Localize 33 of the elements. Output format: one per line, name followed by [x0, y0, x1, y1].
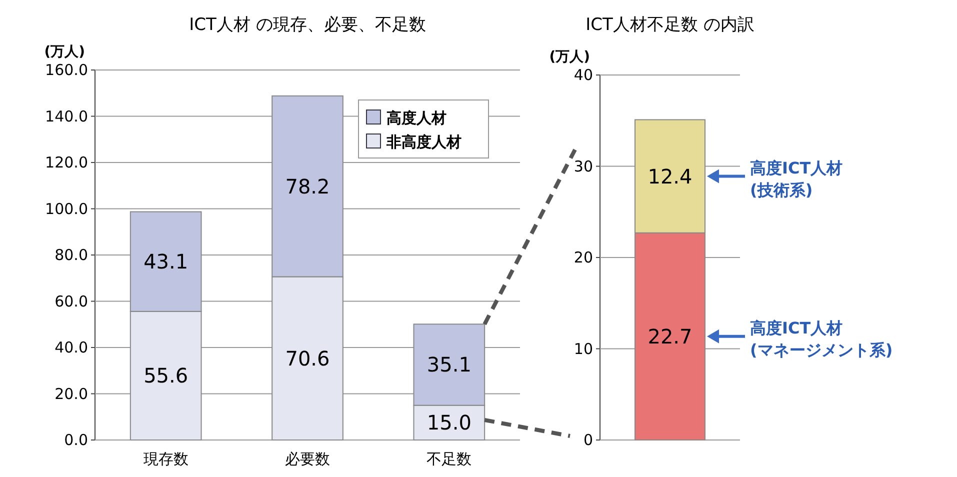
- data-label: 43.1: [144, 250, 188, 274]
- y-tick-label: 0.0: [64, 431, 88, 449]
- x-tick-label: 必要数: [285, 450, 330, 468]
- y-tick-label: 120.0: [45, 154, 88, 172]
- y-tick-label: 40: [574, 66, 593, 84]
- data-label: 22.7: [648, 324, 692, 348]
- y-tick-label: 20: [574, 248, 593, 266]
- chart-title: ICT人材不足数 の内訳: [586, 15, 754, 35]
- legend-label: 非高度人材: [386, 133, 462, 151]
- chart-title: ICT人材 の現存、必要、不足数: [189, 15, 426, 35]
- data-label: 70.6: [285, 346, 330, 370]
- y-axis-title: (万人): [549, 49, 590, 65]
- y-tick-label: 60.0: [54, 292, 88, 310]
- y-tick-label: 100.0: [45, 200, 88, 218]
- y-tick-label: 30: [574, 157, 593, 176]
- y-tick-label: 140.0: [45, 107, 88, 126]
- data-label: 15.0: [426, 410, 472, 435]
- y-tick-label: 10: [574, 340, 593, 358]
- data-label: 78.2: [285, 174, 330, 198]
- legend-label: 高度人材: [386, 109, 446, 127]
- y-tick-label: 80.0: [54, 246, 88, 264]
- x-tick-label: 不足数: [426, 450, 472, 468]
- y-tick-label: 160.0: [45, 61, 88, 79]
- x-tick-label: 現存数: [143, 450, 188, 468]
- y-tick-label: 20.0: [54, 384, 88, 403]
- text: 高度ICT人材 (技術系): [750, 158, 843, 200]
- text: 高度ICT人材 (マネージメント系): [750, 318, 893, 360]
- y-tick-label: 0: [583, 431, 593, 449]
- y-axis-title: (万人): [44, 44, 85, 60]
- y-tick-label: 40.0: [54, 338, 88, 356]
- data-label: 12.4: [648, 164, 692, 188]
- data-label: 35.1: [426, 352, 472, 377]
- data-label: 55.6: [144, 364, 188, 388]
